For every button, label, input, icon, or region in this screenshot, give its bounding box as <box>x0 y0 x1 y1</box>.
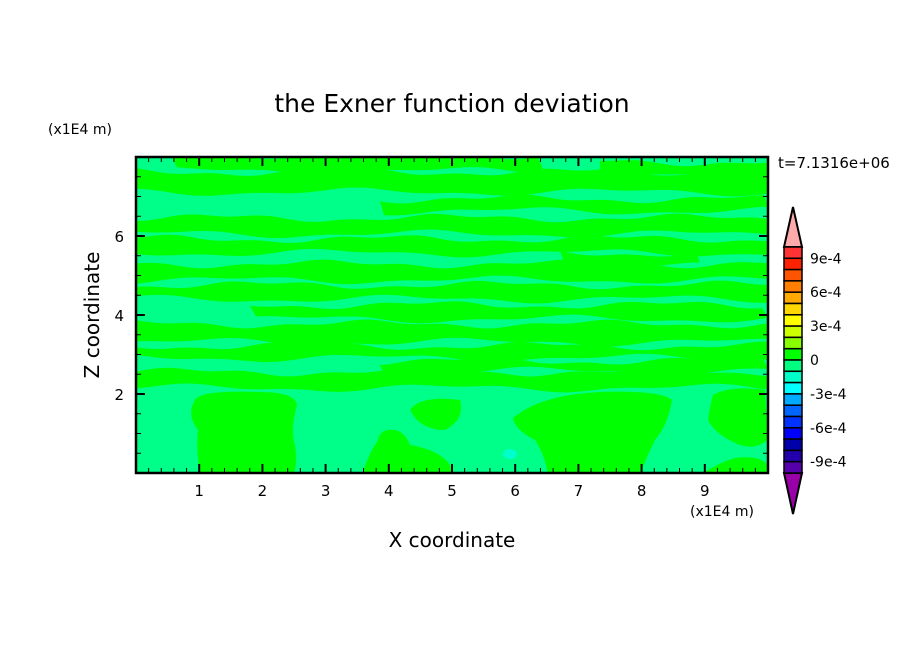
colorbar-swatch <box>783 257 803 271</box>
x-tick-label: 3 <box>321 482 331 500</box>
chart-title: the Exner function deviation <box>274 89 629 118</box>
colorbar-swatch <box>783 302 803 316</box>
contour-band-positive <box>250 301 768 324</box>
colorbar-over-triangle <box>782 206 804 248</box>
time-label: t=7.1316e+06 <box>778 154 890 172</box>
axis-ticks <box>135 156 769 474</box>
colorbar-swatch <box>783 359 803 373</box>
x-tick-label: 9 <box>700 482 710 500</box>
colorbar-swatch <box>783 415 803 429</box>
colorbar-swatch <box>783 460 803 474</box>
colorbar-swatch <box>783 427 803 440</box>
colorbar-label: -9e-4 <box>810 455 847 471</box>
colorbar: 9e-4 6e-4 3e-4 0 -3e-4 -6e-4 -9e-4 <box>782 206 847 515</box>
x-tick-label: 7 <box>574 482 584 500</box>
y-tick-label: 6 <box>114 228 124 246</box>
colorbar-swatch <box>783 314 803 327</box>
colorbar-under-triangle <box>782 472 804 515</box>
x-tick-label: 1 <box>194 482 204 500</box>
colorbar-swatch <box>783 246 803 260</box>
colorbar-swatch <box>783 449 803 463</box>
x-tick-label: 4 <box>384 482 394 500</box>
colorbar-label: -3e-4 <box>810 387 847 403</box>
contour-region-positive <box>410 398 461 430</box>
y-tick-label: 2 <box>114 386 124 404</box>
contour-region-negative-mid <box>503 449 517 459</box>
contour-region-positive <box>513 391 672 473</box>
contour-region-positive <box>362 429 452 473</box>
colorbar-swatch <box>783 336 803 350</box>
colorbar-swatch <box>783 325 803 339</box>
contour-band-positive <box>136 319 768 347</box>
x-axis-label: X coordinate <box>389 528 516 552</box>
contour-band-positive <box>136 367 768 393</box>
contour-band-positive <box>560 250 700 268</box>
x-tick-label: 8 <box>637 482 647 500</box>
colorbar-swatch <box>783 370 803 384</box>
y-unit-label: (x1E4 m) <box>48 122 112 138</box>
x-tick-labels: 1 2 3 4 5 6 7 8 9 <box>194 482 709 500</box>
colorbar-label: 0 <box>810 353 819 369</box>
contour-band-positive <box>136 280 768 304</box>
y-tick-label: 4 <box>114 307 124 325</box>
colorbar-swatch <box>783 393 803 406</box>
x-tick-label: 6 <box>510 482 520 500</box>
contour-region-positive <box>191 391 297 473</box>
colorbar-label: -6e-4 <box>810 421 847 437</box>
colorbar-swatch <box>783 347 803 361</box>
colorbar-label: 6e-4 <box>810 285 842 301</box>
contour-band-positive <box>136 234 768 258</box>
x-tick-label: 2 <box>258 482 268 500</box>
colorbar-label: 9e-4 <box>810 251 842 267</box>
colorbar-swatch <box>783 291 803 305</box>
contour-band-positive <box>136 168 768 197</box>
contour-region-positive <box>703 457 768 473</box>
colorbar-swatch <box>783 268 803 282</box>
contour-region-positive <box>708 388 768 447</box>
contour-field <box>136 157 768 473</box>
colorbar-label: 3e-4 <box>810 319 842 335</box>
colorbar-swatch <box>783 438 803 452</box>
y-axis-label: Z coordinate <box>80 252 104 379</box>
y-tick-labels: 2 4 6 <box>114 228 124 404</box>
contour-band-positive <box>136 259 768 285</box>
colorbar-swatch <box>783 381 803 395</box>
x-unit-label: (x1E4 m) <box>690 504 754 520</box>
colorbar-swatch <box>783 404 803 418</box>
contour-band-positive <box>380 194 768 216</box>
contour-band-positive <box>136 341 768 363</box>
contour-band-positive <box>136 213 768 238</box>
colorbar-swatch <box>783 280 803 293</box>
x-tick-label: 5 <box>447 482 457 500</box>
